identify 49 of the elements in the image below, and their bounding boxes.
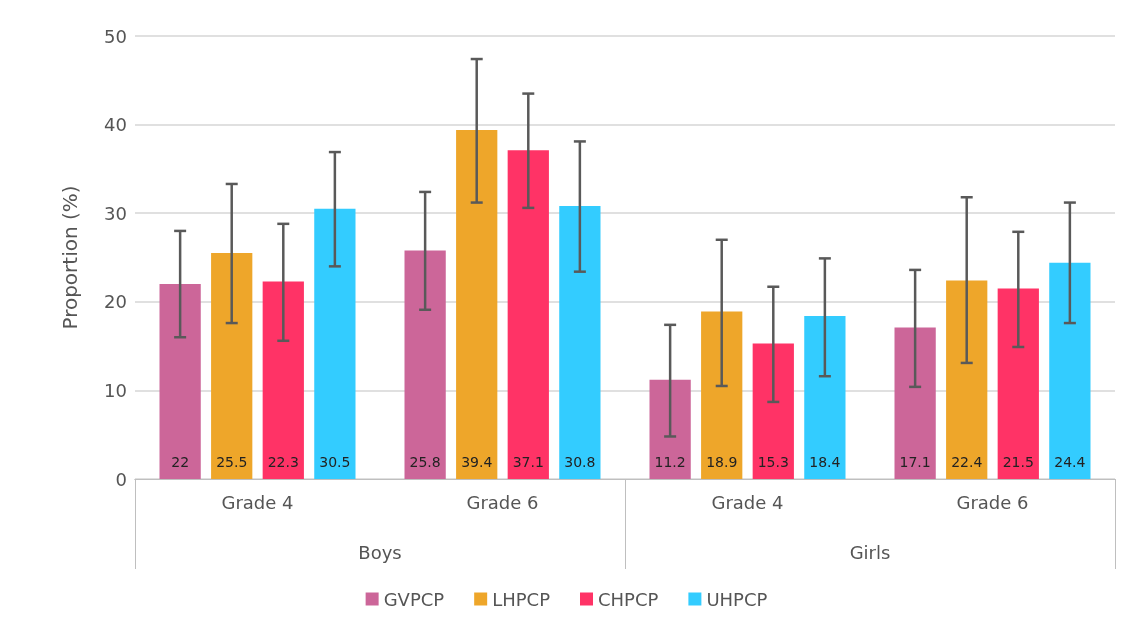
data-label: 21.5 (1002, 454, 1034, 470)
y-tick-label: 10 (104, 379, 127, 401)
bar (314, 208, 356, 479)
bar (701, 311, 743, 479)
y-axis-title: Proportion (%) (58, 185, 82, 330)
data-label: 22 (171, 454, 190, 470)
data-label: 25.5 (216, 454, 248, 470)
y-tick-label: 50 (104, 25, 127, 47)
legend-label: CHPCP (598, 588, 659, 610)
bar (894, 327, 936, 479)
y-tick-label: 20 (104, 291, 127, 313)
bar (456, 129, 498, 479)
data-label: 25.8 (409, 454, 441, 470)
x-tick-label: Grade 4 (711, 491, 784, 513)
data-label: 22.3 (267, 454, 299, 470)
bar (946, 280, 988, 479)
data-label: 24.4 (1054, 454, 1086, 470)
legend-label: GVPCP (383, 588, 445, 610)
data-label: 18.9 (706, 454, 738, 470)
x-tick-label: Grade 6 (956, 491, 1029, 513)
data-label: 15.3 (757, 454, 789, 470)
bar (404, 250, 446, 479)
y-tick-label: 40 (104, 114, 127, 136)
data-label: 30.8 (564, 454, 596, 470)
bar (804, 315, 846, 479)
bar (1049, 262, 1091, 479)
data-label: 22.4 (951, 454, 983, 470)
data-label: 11.2 (654, 454, 686, 470)
bar (752, 343, 794, 479)
text: Boys (358, 541, 402, 563)
data-label: 39.4 (461, 454, 493, 470)
data-label: 17.1 (899, 454, 931, 470)
bar (211, 253, 253, 479)
legend-label: UHPCP (706, 588, 768, 610)
data-label: 30.5 (319, 454, 351, 470)
x-tick-label: Grade 4 (221, 491, 294, 513)
bar (997, 288, 1039, 479)
bar (507, 150, 549, 479)
data-label: 37.1 (512, 454, 544, 470)
text: Girls (849, 541, 891, 563)
data-label: 18.4 (809, 454, 841, 470)
y-tick-label: 30 (104, 202, 127, 224)
bar (159, 284, 201, 479)
bar (649, 379, 691, 479)
legend-label: LHPCP (492, 588, 551, 610)
x-tick-label: Grade 6 (466, 491, 539, 513)
bar (559, 206, 601, 479)
y-tick-label: 0 (115, 468, 127, 490)
bar (262, 281, 304, 479)
